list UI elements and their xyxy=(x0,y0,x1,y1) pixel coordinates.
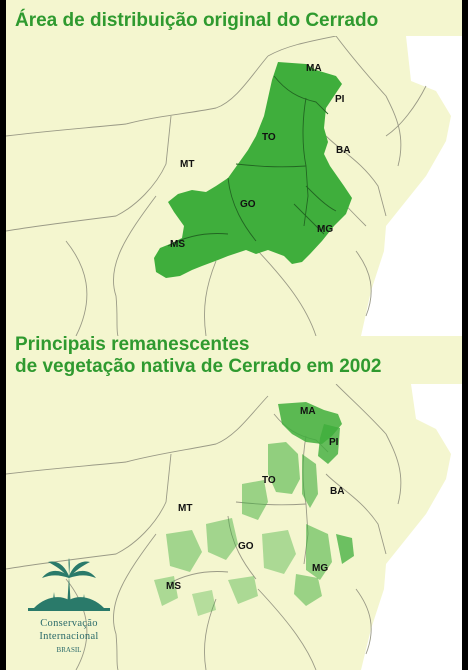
state-label-pi: PI xyxy=(335,94,345,105)
state-label-ba: BA xyxy=(336,145,350,156)
state-label-ma: MA xyxy=(300,406,316,417)
logo-line2: Internacional xyxy=(39,631,99,642)
state-label-pi: PI xyxy=(329,437,339,448)
state-label-mg: MG xyxy=(312,563,328,574)
state-label-go: GO xyxy=(240,199,256,210)
map-title-remnants-line1: Principais remanescentes xyxy=(15,334,250,355)
state-label-mg: MG xyxy=(317,224,333,235)
map-original-distribution: MA PI TO BA MT GO MG MS xyxy=(6,36,462,336)
state-borders xyxy=(6,36,427,336)
state-label-mt: MT xyxy=(178,503,192,514)
state-label-go: GO xyxy=(238,541,254,552)
state-label-ba: BA xyxy=(330,486,344,497)
cerrado-remnant-patches xyxy=(154,402,354,616)
logo-line1: Conservação xyxy=(40,618,98,629)
map-title-remnants-line2: de vegetação nativa de Cerrado em 2002 xyxy=(15,356,382,377)
logo-country: BRASIL xyxy=(56,646,82,654)
state-label-ms: MS xyxy=(170,239,185,250)
state-label-to: TO xyxy=(262,475,276,486)
state-label-ma: MA xyxy=(306,63,322,74)
map-title-original: Área de distribuição original do Cerrado xyxy=(15,10,379,31)
page: Área de distribuição original do Cerrado xyxy=(6,0,462,670)
state-label-ms: MS xyxy=(166,581,181,592)
ocean-area xyxy=(361,36,462,336)
cerrado-original-area xyxy=(154,62,352,278)
state-borders-inside xyxy=(167,75,337,247)
ocean-area xyxy=(361,384,462,670)
palm-tree-icon xyxy=(28,558,110,611)
map-remnants-2002: MA PI TO BA MT GO MG MS xyxy=(6,384,462,670)
state-label-mt: MT xyxy=(180,159,194,170)
state-label-to: TO xyxy=(262,132,276,143)
conservacao-internacional-logo: Conservação Internacional BRASIL xyxy=(14,558,124,658)
